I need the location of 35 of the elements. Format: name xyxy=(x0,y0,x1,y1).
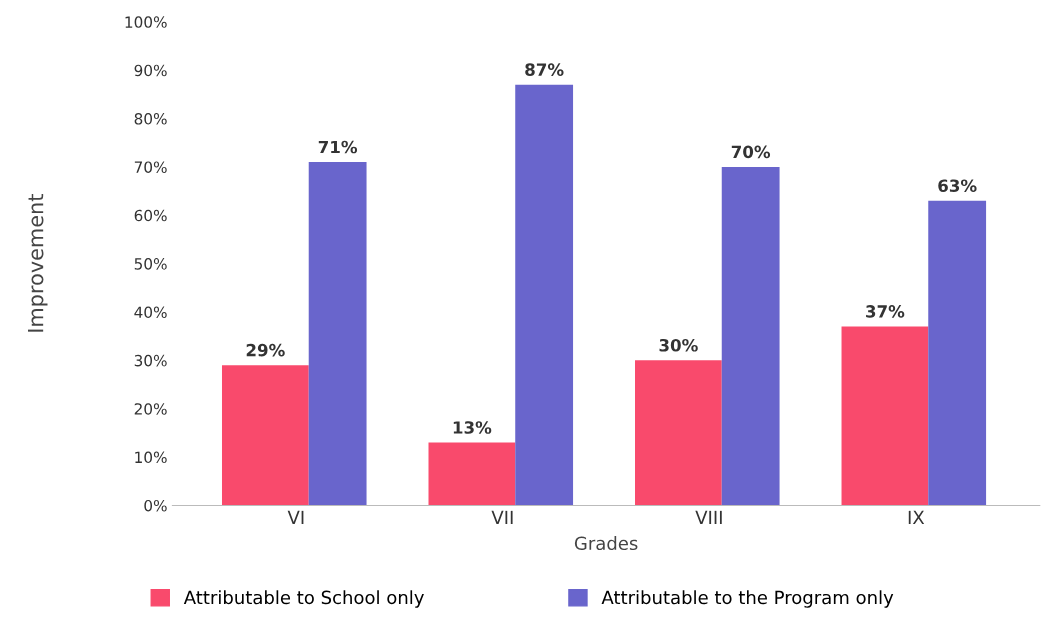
x-axis-title: Grades xyxy=(574,536,638,551)
legend-label: Attributable to School only xyxy=(183,590,424,608)
data-label: 63% xyxy=(938,179,977,192)
data-label: 30% xyxy=(659,338,698,352)
y-tick-label: 40% xyxy=(134,306,167,319)
bar xyxy=(841,326,929,506)
y-tick-label: 80% xyxy=(134,113,167,125)
y-tick-label: 30% xyxy=(134,354,167,367)
data-label: 70% xyxy=(731,145,771,159)
y-tick-label: 100% xyxy=(125,16,167,28)
y-tick-label: 60% xyxy=(134,209,167,222)
y-tick-label: 0% xyxy=(144,499,167,512)
bar xyxy=(308,162,367,506)
y-tick-label: 70% xyxy=(134,161,167,173)
data-label: 29% xyxy=(246,343,285,357)
bar xyxy=(928,200,987,506)
bar xyxy=(635,360,722,506)
data-label: 71% xyxy=(318,140,358,154)
data-label: 37% xyxy=(866,305,905,318)
data-label: 13% xyxy=(453,421,492,434)
x-tick-label: IX xyxy=(908,510,925,525)
legend-label: Attributable to the Program only xyxy=(601,590,894,608)
y-tick-label: 90% xyxy=(134,64,167,77)
bar xyxy=(428,442,516,506)
y-axis-title: Improvement xyxy=(27,194,48,332)
bar xyxy=(221,365,309,506)
data-label: 87% xyxy=(525,63,564,76)
x-tick-label: VII xyxy=(491,510,513,525)
x-tick-label: VIII xyxy=(695,510,722,525)
bar xyxy=(721,166,780,506)
y-tick-label: 50% xyxy=(134,258,167,270)
bar xyxy=(515,84,574,506)
y-tick-label: 10% xyxy=(135,451,167,464)
x-tick-label: VI xyxy=(287,510,304,525)
y-tick-label: 20% xyxy=(134,403,167,415)
